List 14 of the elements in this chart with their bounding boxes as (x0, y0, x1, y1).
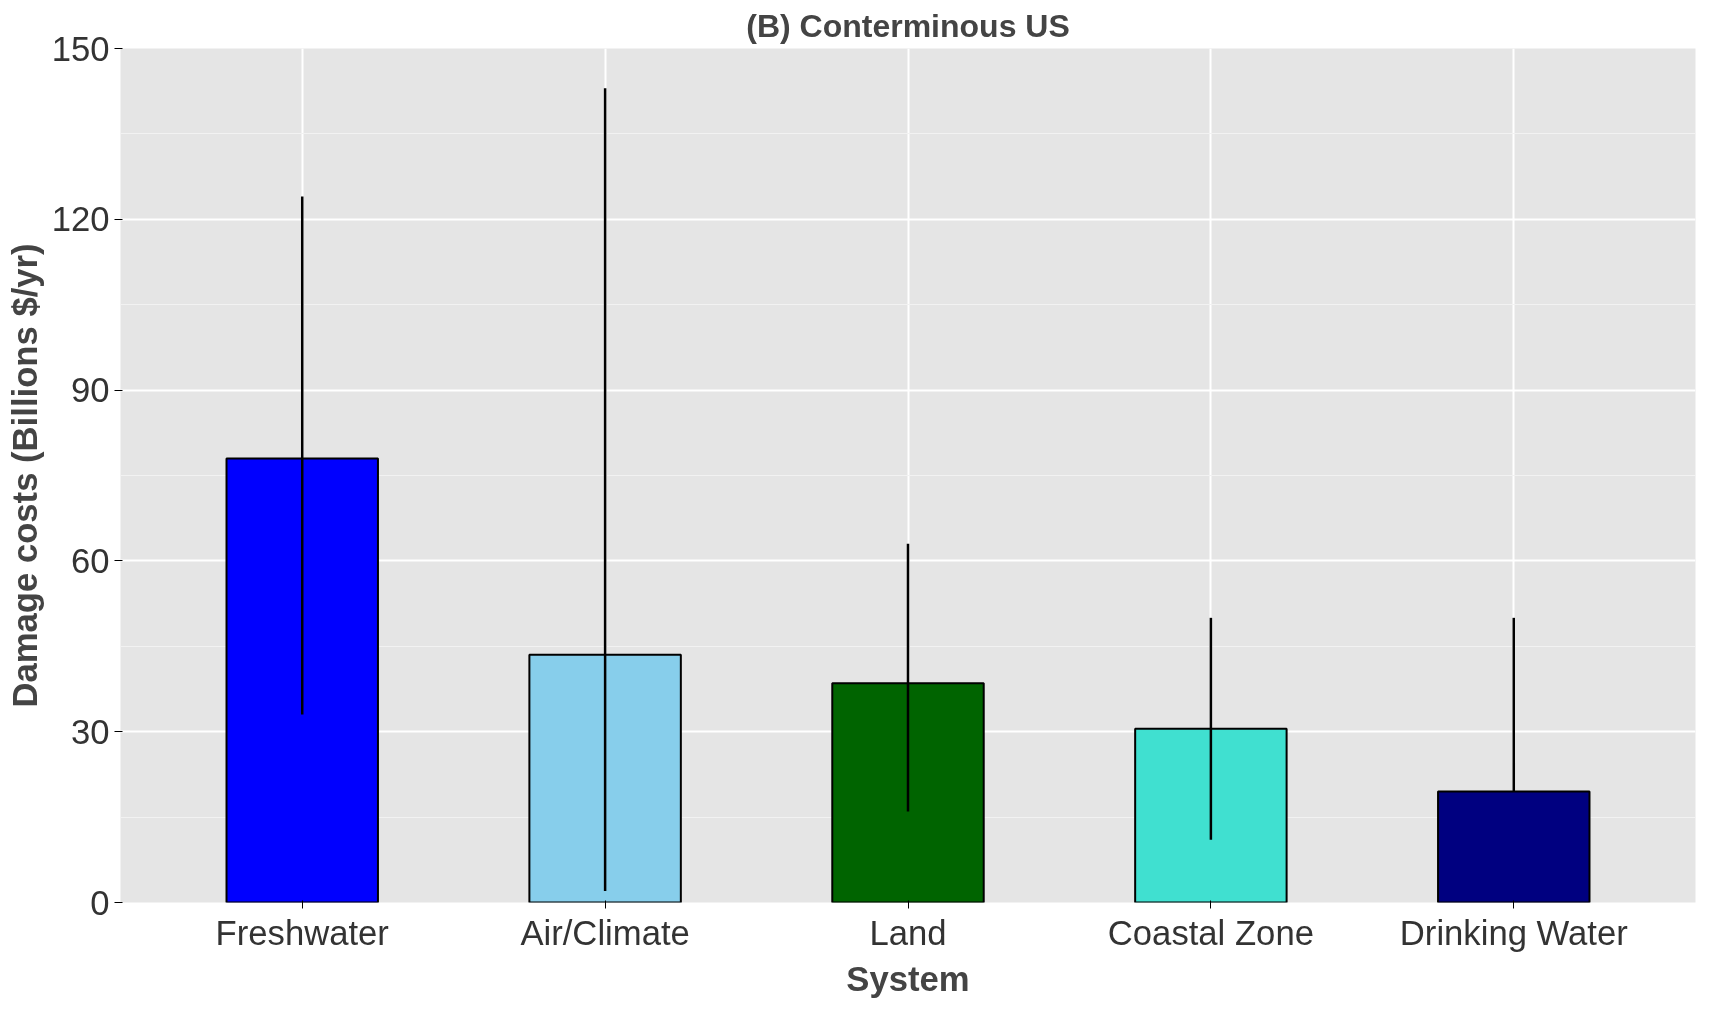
y-tick-label: 150 (51, 29, 110, 68)
y-tick-label: 60 (70, 541, 110, 580)
x-tick-label: Coastal Zone (1107, 913, 1314, 952)
x-tick-label: Freshwater (215, 913, 389, 952)
y-tick-label: 120 (51, 200, 110, 239)
x-tick-label: Land (869, 913, 947, 952)
y-tick-label: 0 (90, 883, 110, 922)
chart-title: (B) Conterminous US (746, 7, 1070, 44)
x-tick-label: Drinking Water (1399, 913, 1628, 952)
y-tick-label: 90 (70, 371, 110, 410)
x-axis-title: System (846, 959, 970, 998)
y-axis-title: Damage costs (Billions $/yr) (5, 243, 44, 708)
x-tick-label: Air/Climate (520, 913, 690, 952)
y-tick-label: 30 (70, 712, 110, 751)
